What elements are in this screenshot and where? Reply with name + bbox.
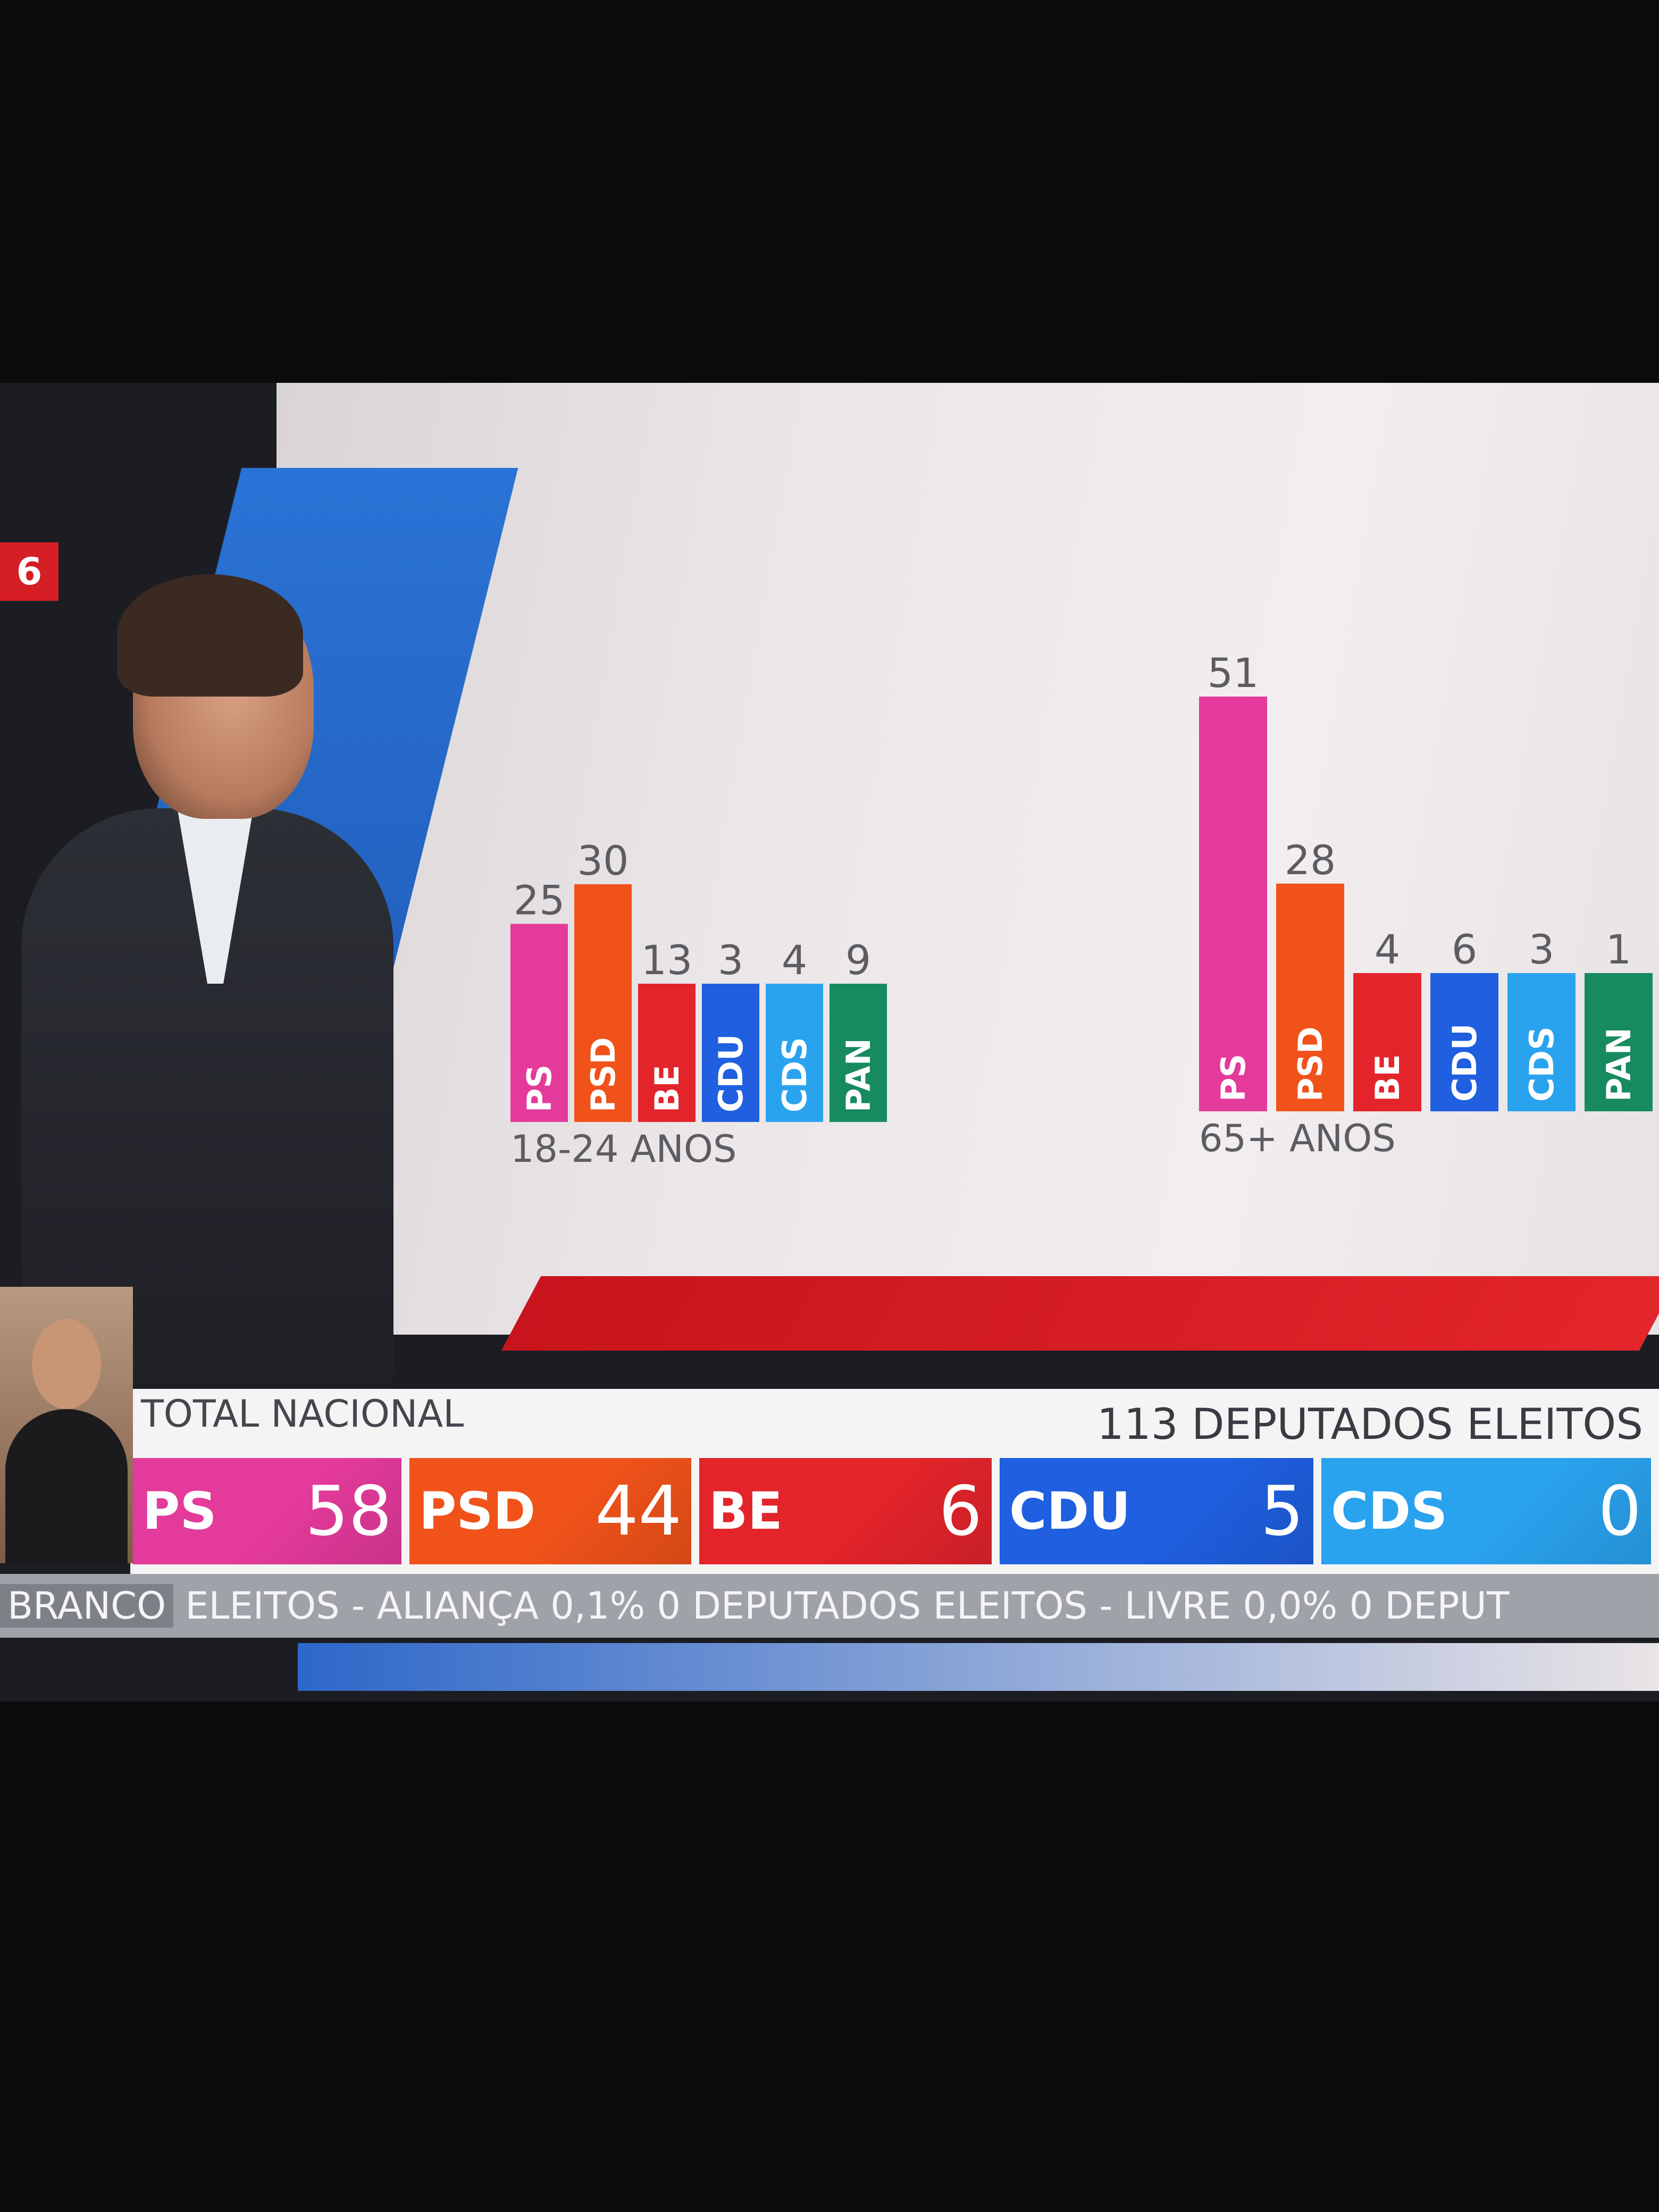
party-name: BE — [709, 1481, 783, 1541]
bar-ps — [1199, 697, 1267, 1111]
bar-cds — [766, 984, 823, 1122]
bar-value-label: 4 — [782, 936, 807, 984]
interpreter-torso — [5, 1409, 128, 1563]
party-seats: 0 — [1598, 1471, 1641, 1551]
bar-party-label: CDS — [1522, 1026, 1561, 1102]
bar-party-label: CDU — [1445, 1024, 1484, 1102]
party-seat-be: BE 6 — [699, 1458, 992, 1564]
bar-ps — [510, 924, 568, 1122]
sign-language-interpreter — [0, 1287, 133, 1563]
bar-value-label: 1 — [1606, 926, 1631, 973]
channel-logo: 6 — [0, 542, 58, 601]
party-name: CDU — [1009, 1481, 1131, 1541]
bar-cds — [1507, 973, 1576, 1111]
interpreter-face — [32, 1319, 101, 1409]
ticker-title: TOTAL NACIONAL — [141, 1392, 464, 1436]
party-seat-psd: PSD 44 — [409, 1458, 691, 1564]
bar-value-label: 30 — [577, 837, 629, 884]
bottom-blue-band — [298, 1643, 1659, 1691]
crawl-first: BRANCO — [0, 1584, 174, 1628]
party-name: PSD — [419, 1481, 536, 1541]
bar-party-label: PS — [1214, 1054, 1253, 1102]
bar-cdu — [1430, 973, 1498, 1111]
bar-value-label: 3 — [718, 936, 743, 984]
chart-group-label: 18-24 ANOS — [510, 1127, 737, 1171]
bar-value-label: 28 — [1285, 836, 1336, 884]
news-crawl: BRANCO ELEITOS - ALIANÇA 0,1% 0 DEPUTADO… — [0, 1574, 1659, 1638]
red-floor-stripe — [501, 1276, 1659, 1351]
bar-party-label: BE — [648, 1065, 686, 1112]
party-seats: 58 — [305, 1471, 392, 1551]
bar-party-label: BE — [1368, 1054, 1407, 1102]
party-seat-cdu: CDU 5 — [1000, 1458, 1313, 1564]
presenter — [21, 574, 425, 1393]
bar-party-label: PSD — [1291, 1026, 1330, 1102]
party-seats: 44 — [595, 1471, 682, 1551]
party-seat-ps: PS 58 — [133, 1458, 401, 1564]
party-seats: 6 — [939, 1471, 982, 1551]
bar-value-label: 51 — [1208, 649, 1259, 697]
presenter-hair — [117, 574, 303, 697]
chart-group-label: 65+ ANOS — [1199, 1117, 1396, 1160]
bar-pan — [1585, 973, 1653, 1111]
party-seat-cds: CDS 0 — [1321, 1458, 1651, 1564]
bar-chart-18-24: 25 PS 30 PSD 13 BE 3 CDU 4 CDS 9 PAN — [510, 837, 887, 1122]
bar-party-label: PSD — [584, 1037, 623, 1112]
bar-value-label: 6 — [1452, 926, 1477, 973]
bar-party-label: PAN — [1599, 1027, 1638, 1102]
bar-value-label: 3 — [1529, 926, 1554, 973]
party-name: CDS — [1331, 1481, 1448, 1541]
chart-18-24: 25 PS 30 PSD 13 BE 3 CDU 4 CDS 9 PAN 18-24 ANOS — [510, 638, 904, 1171]
bar-be — [1353, 973, 1421, 1111]
bar-psd — [1276, 883, 1344, 1111]
ticker-elected-count: 113 DEPUTADOS ELEITOS — [1096, 1400, 1643, 1449]
bar-value-label: 9 — [845, 936, 871, 984]
bar-chart-65-plus: 51 PS 28 PSD 4 BE 6 CDU 3 CDS 1 PAN — [1199, 649, 1653, 1111]
party-name: PS — [143, 1481, 217, 1541]
bar-party-label: CDU — [711, 1034, 750, 1112]
bar-cdu — [702, 984, 759, 1122]
bar-psd — [574, 884, 632, 1122]
chart-65-plus: 51 PS 28 PSD 4 BE 6 CDU 3 CDS 1 PAN 65+ ANOS — [1199, 627, 1656, 1160]
bar-party-label: CDS — [775, 1037, 814, 1112]
tv-screen: 6 25 PS 30 PSD 13 BE 3 CDU 4 CDS 9 PAN 18-24 ANOS 5… — [0, 383, 1659, 1702]
party-seats: 5 — [1260, 1471, 1304, 1551]
bar-value-label: 13 — [641, 936, 693, 984]
bar-value-label: 25 — [514, 876, 565, 924]
bar-value-label: 4 — [1375, 926, 1400, 973]
bar-pan — [830, 984, 887, 1122]
bar-party-label: PAN — [839, 1038, 878, 1112]
bar-be — [638, 984, 696, 1122]
studio-background — [276, 383, 1659, 1335]
bar-party-label: PS — [520, 1065, 559, 1112]
crawl-text: ELEITOS - ALIANÇA 0,1% 0 DEPUTADOS ELEIT… — [185, 1584, 1510, 1628]
